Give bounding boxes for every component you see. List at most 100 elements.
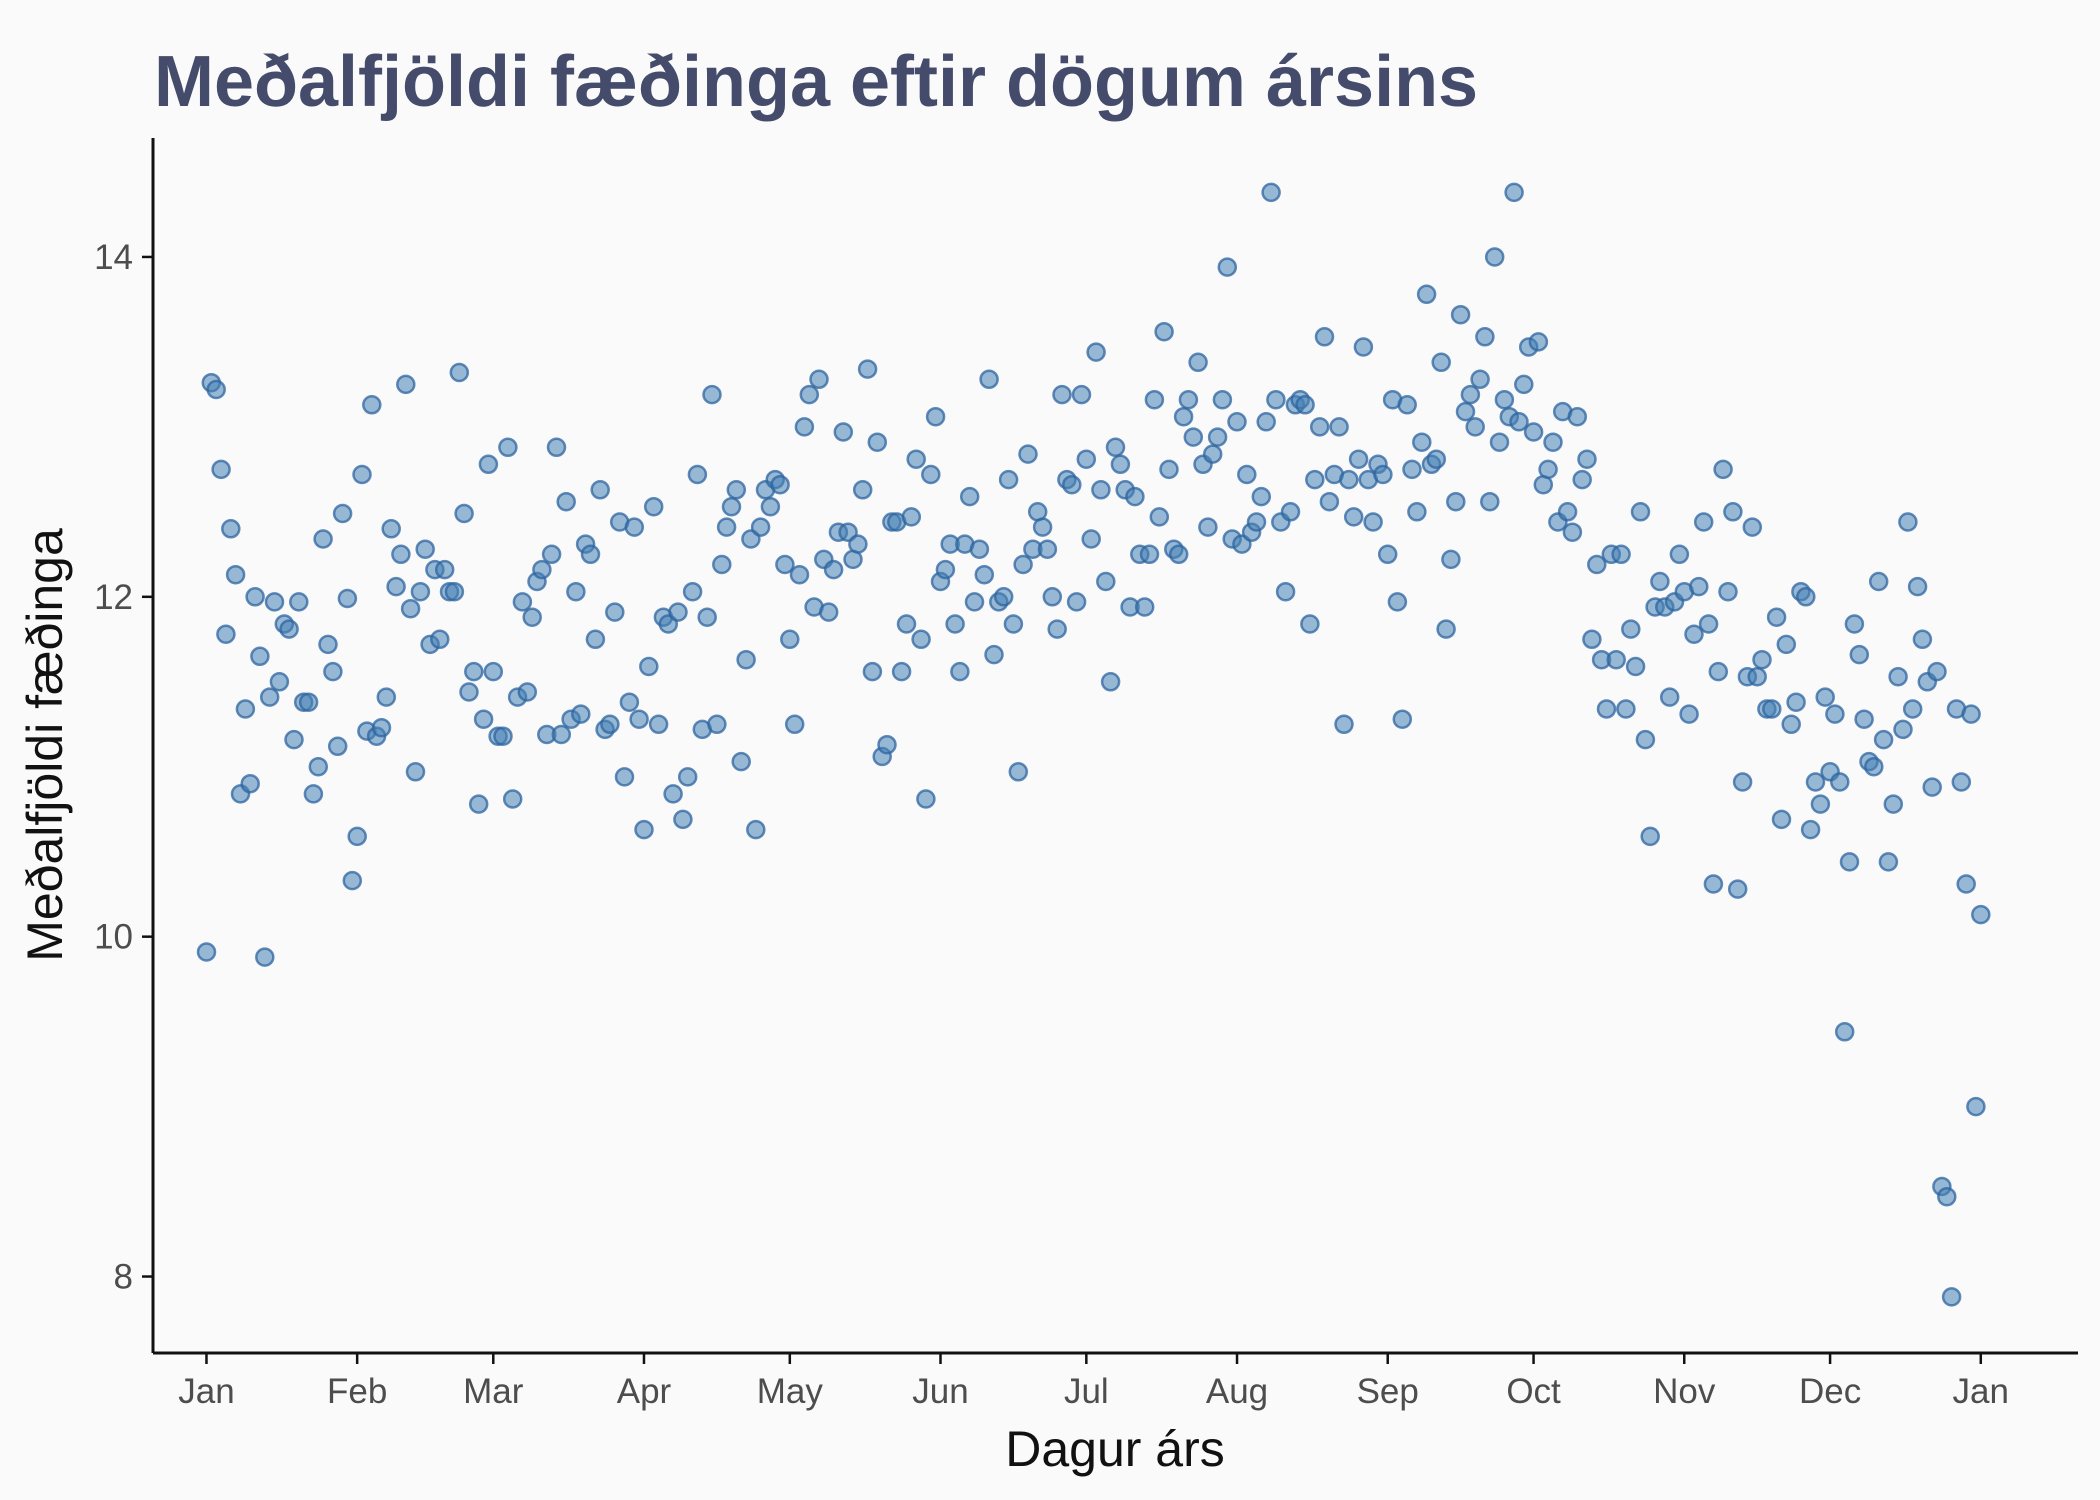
- data-point: [1538, 459, 1558, 480]
- y-axis-ticks: 8 10 12 14: [94, 238, 153, 1297]
- data-point: [1640, 826, 1660, 847]
- data-point: [1280, 502, 1301, 522]
- data-point: [1956, 874, 1976, 894]
- data-point: [1329, 417, 1349, 437]
- data-point: [634, 819, 654, 840]
- data-point: [614, 767, 635, 787]
- data-point: [1309, 417, 1330, 437]
- data-point: [1008, 762, 1029, 782]
- data-point: [1013, 554, 1033, 575]
- data-point: [1582, 629, 1602, 650]
- data-point: [1475, 327, 1495, 347]
- data-point: [770, 474, 790, 495]
- data-point: [1562, 522, 1583, 542]
- data-point: [386, 576, 406, 597]
- data-point: [430, 629, 450, 650]
- data-point: [298, 692, 319, 712]
- data-point: [1888, 666, 1908, 687]
- data-point: [624, 517, 645, 537]
- data-point: [1334, 714, 1354, 735]
- y-tick-label: 14: [94, 238, 133, 277]
- data-point: [1698, 614, 1719, 634]
- data-point: [1237, 464, 1257, 485]
- data-point: [643, 496, 664, 517]
- data-point: [799, 384, 820, 405]
- data-point: [1460, 384, 1481, 405]
- data-point: [1178, 389, 1199, 410]
- data-point: [1635, 729, 1656, 750]
- data-point: [1149, 507, 1170, 527]
- data-point: [935, 559, 956, 580]
- data-point: [1927, 661, 1947, 682]
- data-point: [415, 539, 435, 559]
- data-point: [677, 767, 698, 787]
- data-point: [580, 544, 601, 565]
- data-point: [464, 661, 484, 682]
- data-point: [1198, 517, 1218, 537]
- data-point: [1100, 672, 1121, 692]
- data-point: [1251, 486, 1272, 507]
- data-point: [1771, 809, 1792, 830]
- data-point: [434, 559, 455, 580]
- data-point: [512, 592, 533, 612]
- data-point: [1864, 756, 1884, 777]
- data-point: [1669, 544, 1690, 565]
- data-point: [1679, 704, 1699, 724]
- data-point: [1377, 544, 1398, 565]
- data-point: [303, 784, 324, 804]
- data-point: [697, 607, 717, 627]
- data-point: [1426, 449, 1447, 469]
- data-point: [1392, 709, 1413, 729]
- data-point: [1689, 576, 1709, 597]
- data-point: [444, 581, 465, 602]
- data-point: [352, 464, 372, 485]
- data-point: [1815, 687, 1835, 707]
- data-point: [1397, 395, 1417, 415]
- data-point: [551, 724, 572, 745]
- data-point: [1110, 454, 1131, 475]
- data-point: [1951, 772, 1972, 792]
- y-axis-title: Meðalfjöldi fæðinga: [17, 528, 73, 962]
- data-point: [1509, 412, 1529, 432]
- data-point: [1971, 904, 1991, 925]
- data-point: [1076, 449, 1097, 469]
- x-tick-label: Oct: [1506, 1372, 1561, 1411]
- x-tick-label: Sep: [1357, 1372, 1419, 1411]
- data-point: [318, 634, 338, 655]
- data-point: [1893, 719, 1913, 740]
- y-tick-label: 10: [94, 918, 133, 957]
- data-point: [629, 709, 649, 729]
- x-axis-title: Dagur árs: [1005, 1421, 1225, 1477]
- data-point: [1319, 491, 1340, 512]
- data-point: [1096, 571, 1116, 592]
- data-point: [1105, 437, 1126, 458]
- data-points: [196, 182, 1991, 1307]
- data-point: [726, 480, 747, 500]
- data-point: [1650, 571, 1670, 592]
- data-point: [619, 692, 640, 712]
- data-point: [1207, 427, 1228, 447]
- data-point: [1339, 469, 1359, 490]
- x-tick-label: Jun: [912, 1372, 968, 1411]
- data-point: [906, 449, 926, 469]
- data-point: [959, 486, 980, 507]
- data-point: [833, 422, 854, 442]
- data-point: [1125, 486, 1145, 507]
- data-point: [391, 544, 411, 565]
- data-point: [459, 682, 479, 702]
- data-point: [1625, 656, 1646, 677]
- data-point: [264, 592, 285, 612]
- data-point: [1922, 777, 1942, 797]
- data-point: [1348, 449, 1369, 469]
- data-point: [760, 496, 781, 517]
- data-point: [1261, 182, 1281, 203]
- data-point: [221, 519, 241, 539]
- data-point: [1762, 699, 1782, 719]
- data-point: [517, 682, 538, 702]
- data-point: [857, 359, 878, 379]
- data-point: [1052, 384, 1072, 405]
- data-point: [478, 454, 499, 475]
- x-tick-label: Nov: [1653, 1372, 1716, 1411]
- data-point: [284, 729, 304, 750]
- data-point: [1144, 389, 1165, 410]
